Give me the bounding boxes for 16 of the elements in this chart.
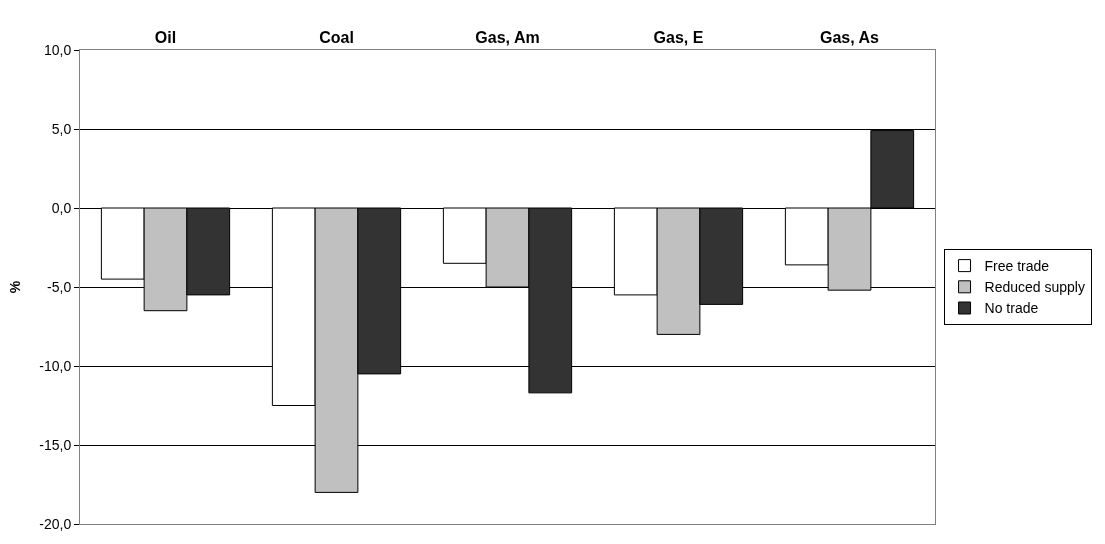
- legend-label: Free trade: [984, 258, 1050, 275]
- y-tick-label: 5,0: [51, 120, 72, 137]
- x-tick-label: Oil: [154, 28, 177, 46]
- y-tick-label: -5,0: [47, 278, 72, 295]
- y-tick-label: -15,0: [39, 436, 72, 453]
- y-axis-title: %: [6, 280, 23, 294]
- legend-label: No trade: [984, 300, 1039, 317]
- x-tick-label: Gas, E: [653, 28, 704, 46]
- legend-label: Reduced supply: [984, 279, 1085, 296]
- y-tick-label: -20,0: [39, 515, 72, 532]
- x-tick-label: Gas, As: [820, 28, 880, 46]
- y-tick-label: 0,0: [51, 199, 72, 216]
- y-tick-label: -10,0: [39, 357, 72, 374]
- x-tick-label: Coal: [319, 28, 354, 46]
- y-tick-label: 10,0: [43, 41, 72, 58]
- x-tick-label: Gas, Am: [475, 28, 540, 46]
